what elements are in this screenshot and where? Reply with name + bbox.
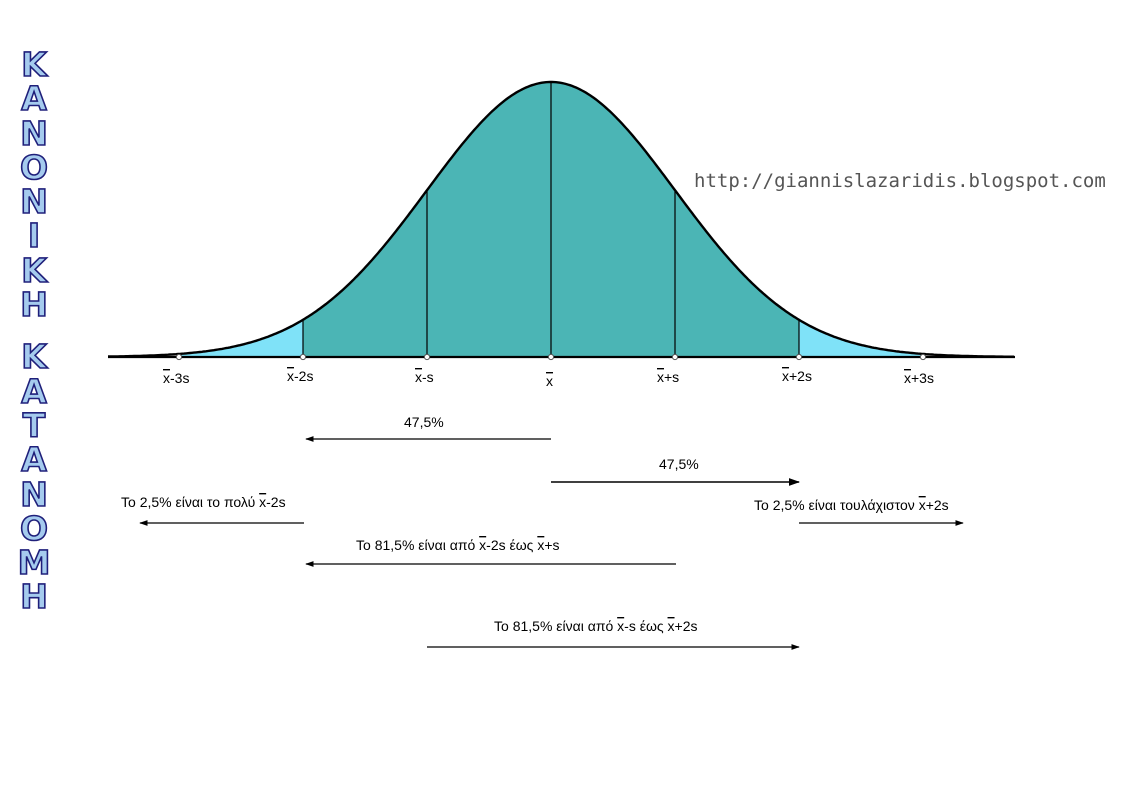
title-letter: Ι <box>27 216 41 256</box>
title-letter: Η <box>19 577 48 617</box>
tail-area-right <box>799 319 923 357</box>
title-letter: Μ <box>17 543 51 583</box>
bell-curve <box>108 80 1014 358</box>
tick-markers <box>175 353 927 361</box>
title-letter: Ο <box>19 508 49 548</box>
tick-marker <box>175 353 183 361</box>
tick-marker <box>299 353 307 361</box>
title-letter: Ο <box>19 147 49 187</box>
title-letter: Κ <box>20 45 47 84</box>
tick-marker <box>547 353 555 361</box>
title-letter: Η <box>19 285 48 325</box>
tick-marker <box>919 353 927 361</box>
title-letter: Ν <box>19 474 48 514</box>
title-letter: Ν <box>19 182 48 222</box>
title-letter: Κ <box>20 337 47 377</box>
tick-marker <box>671 353 679 361</box>
title-letter: Α <box>20 371 47 411</box>
axis-label-plus-2s: x+2s <box>782 368 812 384</box>
axis-label-plus-3s: x+3s <box>904 370 934 386</box>
axis-label-minus-3s: x-3s <box>163 370 189 386</box>
axis-label-mean: x <box>546 373 553 389</box>
tick-marker <box>423 353 431 361</box>
lower-tail-label: Το 2,5% είναι το πολύ x-2s <box>121 494 286 510</box>
title-letter: Ν <box>19 113 48 153</box>
tick-marker <box>795 353 803 361</box>
range-b-label: Το 81,5% είναι από x-s έως x+2s <box>494 618 698 634</box>
blog-url: http://giannislazaridis.blogspot.com <box>694 170 1106 192</box>
axis-labels: x-3s x-2s x-s x x+s x+2s x+3s <box>163 368 934 389</box>
axis-label-plus-1s: x+s <box>657 369 679 385</box>
axis-label-minus-2s: x-2s <box>287 368 313 384</box>
sigma-lines <box>302 82 800 357</box>
range-a-label: Το 81,5% είναι από x-2s έως x+s <box>356 537 560 553</box>
tail-area-left <box>179 319 303 357</box>
title-letter: Α <box>20 79 47 119</box>
title-letter: Κ <box>20 250 47 290</box>
axis-label-minus-1s: x-s <box>415 369 434 385</box>
right-half-label: 47,5% <box>659 456 699 472</box>
upper-tail-label: Το 2,5% είναι τουλάχιστον x+2s <box>754 497 949 513</box>
left-half-label: 47,5% <box>404 414 444 430</box>
title-letter: Α <box>20 440 47 480</box>
title-letter: Τ <box>22 405 46 445</box>
